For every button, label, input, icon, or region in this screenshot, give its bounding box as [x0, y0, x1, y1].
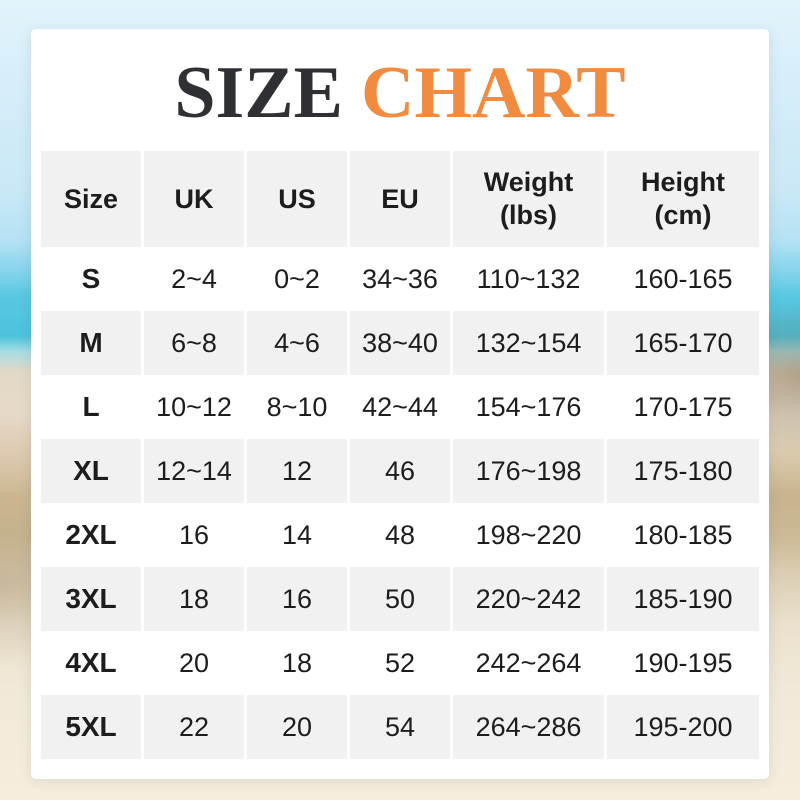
- header-size: Size: [41, 151, 141, 247]
- table-cell: 180-185: [607, 503, 759, 567]
- header-label: Size: [63, 183, 119, 214]
- table-cell: 160-165: [607, 247, 759, 311]
- table-cell: 20: [144, 631, 244, 695]
- table-cell: 4~6: [247, 311, 347, 375]
- header-label: EU: [381, 183, 419, 214]
- table-cell: 6~8: [144, 311, 244, 375]
- header-label: US: [278, 183, 316, 214]
- table-row-m: M 6~8 4~6 38~40 132~154 165-170: [41, 311, 759, 375]
- row-label: L: [41, 375, 141, 439]
- table-cell: 242~264: [453, 631, 604, 695]
- title-word-size: SIZE: [174, 52, 344, 134]
- table-cell: 190-195: [607, 631, 759, 695]
- table-row-xl: XL 12~14 12 46 176~198 175-180: [41, 439, 759, 503]
- title-word-chart: CHART: [361, 52, 626, 134]
- table-cell: 42~44: [350, 375, 450, 439]
- table-cell: 38~40: [350, 311, 450, 375]
- table-cell: 16: [247, 567, 347, 631]
- table-cell: 175-180: [607, 439, 759, 503]
- row-label: 5XL: [41, 695, 141, 759]
- header-eu: EU: [350, 151, 450, 247]
- table-cell: 110~132: [453, 247, 604, 311]
- table-cell: 165-170: [607, 311, 759, 375]
- header-weight: Weight (lbs): [453, 151, 604, 247]
- table-header: Size UK US EU Weight (lbs) Height (cm): [41, 151, 759, 247]
- table-cell: 12: [247, 439, 347, 503]
- header-height: Height (cm): [607, 151, 759, 247]
- header-us: US: [247, 151, 347, 247]
- table-row-l: L 10~12 8~10 42~44 154~176 170-175: [41, 375, 759, 439]
- table-cell: 18: [144, 567, 244, 631]
- table-cell: 10~12: [144, 375, 244, 439]
- table-cell: 16: [144, 503, 244, 567]
- table-cell: 170-175: [607, 375, 759, 439]
- header-label: UK: [174, 183, 214, 214]
- table-cell: 195-200: [607, 695, 759, 759]
- table-cell: 185-190: [607, 567, 759, 631]
- table-row-s: S 2~4 0~2 34~36 110~132 160-165: [41, 247, 759, 311]
- table-cell: 12~14: [144, 439, 244, 503]
- table-cell: 18: [247, 631, 347, 695]
- table-row-3xl: 3XL 18 16 50 220~242 185-190: [41, 567, 759, 631]
- table-row-4xl: 4XL 20 18 52 242~264 190-195: [41, 631, 759, 695]
- table-cell: 50: [350, 567, 450, 631]
- row-label: XL: [41, 439, 141, 503]
- row-label: S: [41, 247, 141, 311]
- table-row-2xl: 2XL 16 14 48 198~220 180-185: [41, 503, 759, 567]
- table-cell: 198~220: [453, 503, 604, 567]
- header-label: Height: [641, 167, 725, 197]
- table-body: S 2~4 0~2 34~36 110~132 160-165 M 6~8 4~…: [41, 247, 759, 759]
- row-label: 2XL: [41, 503, 141, 567]
- header-unit: (lbs): [500, 200, 557, 230]
- table-cell: 48: [350, 503, 450, 567]
- table-cell: 132~154: [453, 311, 604, 375]
- table-cell: 22: [144, 695, 244, 759]
- table-cell: 176~198: [453, 439, 604, 503]
- table-cell: 14: [247, 503, 347, 567]
- row-label: 3XL: [41, 567, 141, 631]
- table-row-5xl: 5XL 22 20 54 264~286 195-200: [41, 695, 759, 759]
- table-cell: 20: [247, 695, 347, 759]
- header-uk: UK: [144, 151, 244, 247]
- size-table: Size UK US EU Weight (lbs) Height (cm): [38, 151, 762, 759]
- row-label: 4XL: [41, 631, 141, 695]
- table-cell: 54: [350, 695, 450, 759]
- table-cell: 46: [350, 439, 450, 503]
- page-title: SIZE CHART: [31, 53, 769, 133]
- table-cell: 8~10: [247, 375, 347, 439]
- header-unit: (cm): [654, 200, 712, 230]
- header-row: Size UK US EU Weight (lbs) Height (cm): [41, 151, 759, 247]
- header-label: Weight: [483, 167, 574, 197]
- row-label: M: [41, 311, 141, 375]
- table-cell: 220~242: [453, 567, 604, 631]
- table-cell: 34~36: [350, 247, 450, 311]
- size-chart-card: SIZE CHART Size UK US EU Weight (lbs: [31, 29, 769, 779]
- table-cell: 264~286: [453, 695, 604, 759]
- table-cell: 2~4: [144, 247, 244, 311]
- table-cell: 0~2: [247, 247, 347, 311]
- table-cell: 52: [350, 631, 450, 695]
- table-cell: 154~176: [453, 375, 604, 439]
